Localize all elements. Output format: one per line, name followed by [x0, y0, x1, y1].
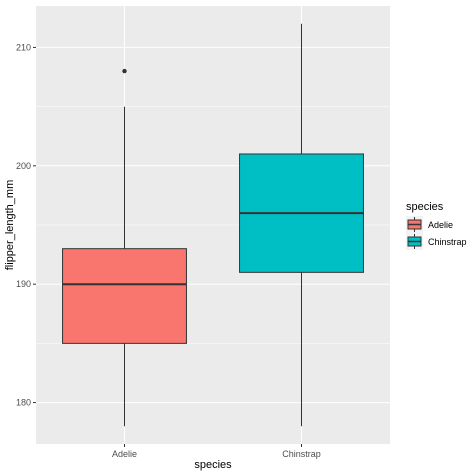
y-tick-label: 190	[16, 279, 31, 289]
y-tick-label: 200	[16, 161, 31, 171]
outlier-point	[122, 68, 127, 74]
boxes-layer	[62, 23, 364, 427]
legend-key-adelie	[406, 216, 423, 233]
x-axis-title: species	[194, 459, 232, 471]
y-axis-ticks: 180 190 200 210	[16, 42, 36, 408]
y-tick-label: 180	[16, 398, 31, 408]
box-adelie	[62, 68, 187, 427]
legend-title: species	[406, 201, 444, 213]
legend-key-chinstrap	[406, 233, 423, 250]
x-axis-ticks: Adelie Chinstrap	[112, 444, 321, 459]
legend-label: Adelie	[428, 220, 453, 230]
x-tick-label: Chinstrap	[282, 449, 321, 459]
legend-label: Chinstrap	[428, 237, 467, 247]
y-axis-title: flipper_length_mm	[4, 180, 16, 271]
x-tick-label: Adelie	[112, 449, 137, 459]
legend: species Adelie Chinstrap	[406, 201, 467, 250]
box-iqr	[62, 248, 187, 344]
box-chinstrap	[239, 23, 364, 427]
y-tick-label: 210	[16, 42, 31, 52]
